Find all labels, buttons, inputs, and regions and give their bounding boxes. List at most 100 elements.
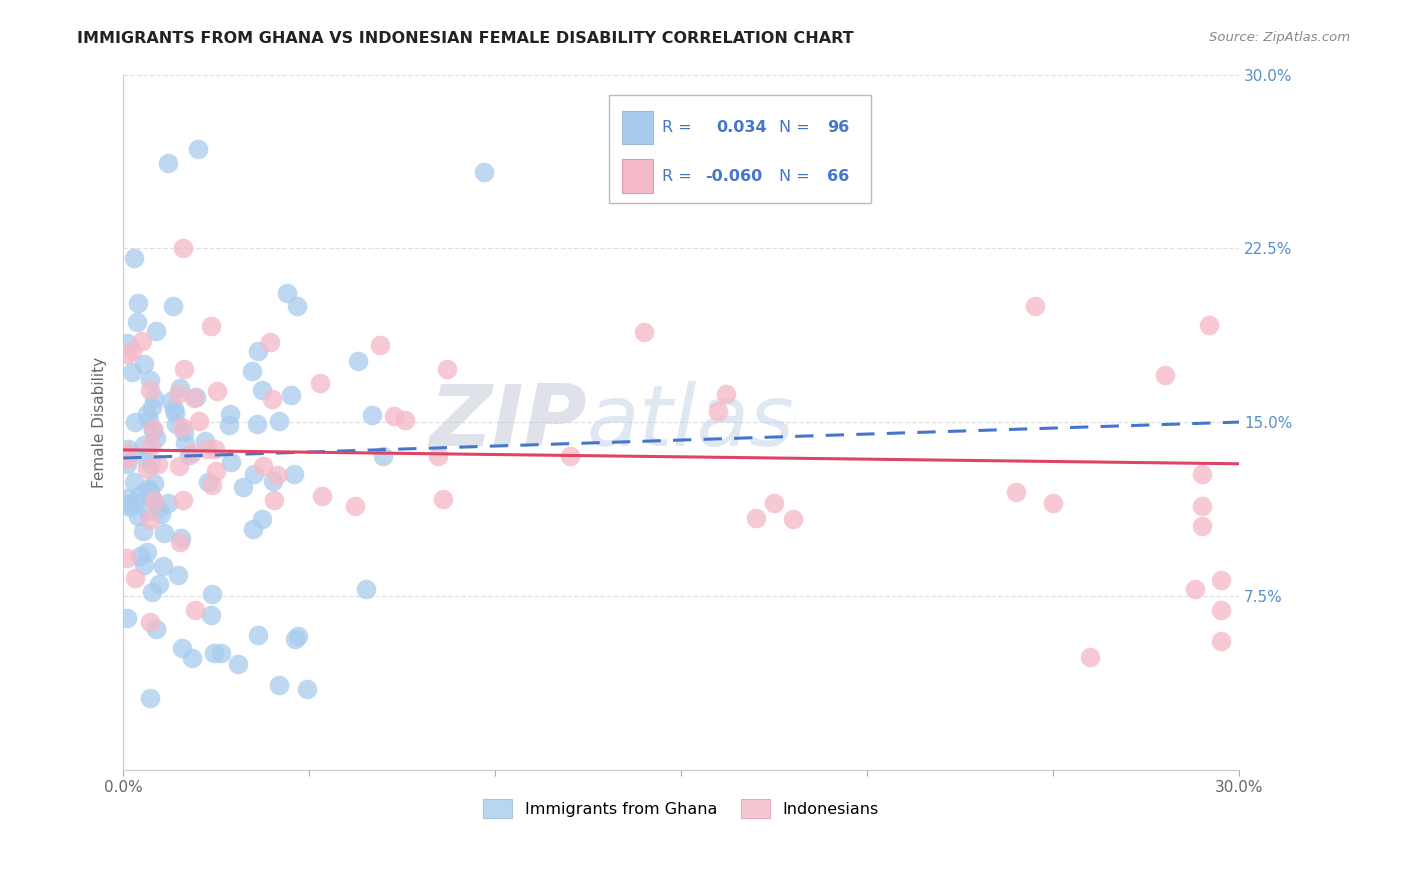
Bar [621,111,654,145]
Point [184,603,207,617]
Point [187,142,209,156]
Point [115,491,138,506]
Point [132,438,155,452]
Point [139,513,162,527]
Point [146,457,169,471]
Text: atlas: atlas [586,381,794,464]
Point [141,490,163,504]
Point [184,390,207,404]
Point [284,632,307,646]
Point [266,467,288,482]
Point [1191,519,1213,533]
Point [209,647,232,661]
Point [204,442,226,456]
Point [163,401,186,416]
Point [311,489,333,503]
Point [201,478,224,492]
Point [143,391,166,405]
Point [117,550,139,565]
Point [205,384,228,399]
Point [134,450,156,465]
Point [343,500,366,514]
Point [558,449,581,463]
Point [269,414,291,428]
Point [242,467,264,481]
Point [115,497,138,511]
Point [283,467,305,482]
Point [246,417,269,431]
Point [201,587,224,601]
Point [163,406,186,420]
Point [141,400,163,414]
Point [143,493,166,508]
Point [117,442,139,456]
Point [260,392,283,407]
Point [782,512,804,526]
Point [368,338,391,352]
Point [122,475,145,490]
Point [136,462,159,476]
Point [187,414,209,428]
Point [193,434,215,448]
Point [141,585,163,599]
Point [128,549,150,563]
Point [360,408,382,422]
Point [276,286,298,301]
Point [394,412,416,426]
Point [633,325,655,339]
Point [200,318,222,333]
Point [157,496,180,510]
Point [287,629,309,643]
Point [259,335,281,350]
Point [136,504,159,518]
Point [263,493,285,508]
Point [280,388,302,402]
Point [167,567,190,582]
Point [1209,573,1232,587]
Text: -0.060: -0.060 [704,169,762,184]
Point [1191,500,1213,514]
Point [170,420,193,434]
Bar [609,95,870,203]
Point [195,442,218,457]
Point [181,446,204,460]
Point [170,531,193,545]
Point [170,641,193,656]
Text: 0.034: 0.034 [716,120,766,136]
Point [167,387,190,401]
Point [139,383,162,397]
Point [1042,496,1064,510]
Point [118,500,141,514]
Point [136,482,159,496]
Text: ZIP: ZIP [429,381,586,464]
Point [174,436,197,450]
Point [136,407,159,421]
Point [707,403,730,417]
Text: N =: N = [779,120,815,136]
Point [169,381,191,395]
Point [148,577,170,591]
Point [124,416,146,430]
Point [156,155,179,169]
Point [121,365,143,379]
Point [127,315,149,329]
Point [124,571,146,585]
Point [122,251,145,265]
Point [127,509,149,524]
Point [131,334,153,348]
Point [146,501,169,516]
Point [115,347,138,361]
Point [250,383,273,397]
Point [181,651,204,665]
Point [152,559,174,574]
Point [714,387,737,401]
Point [232,480,254,494]
Point [173,425,195,439]
Point [269,678,291,692]
Point [1191,467,1213,482]
Point [1198,318,1220,332]
Point [127,296,149,310]
Point [246,343,269,358]
Point [132,524,155,539]
Point [356,582,378,596]
